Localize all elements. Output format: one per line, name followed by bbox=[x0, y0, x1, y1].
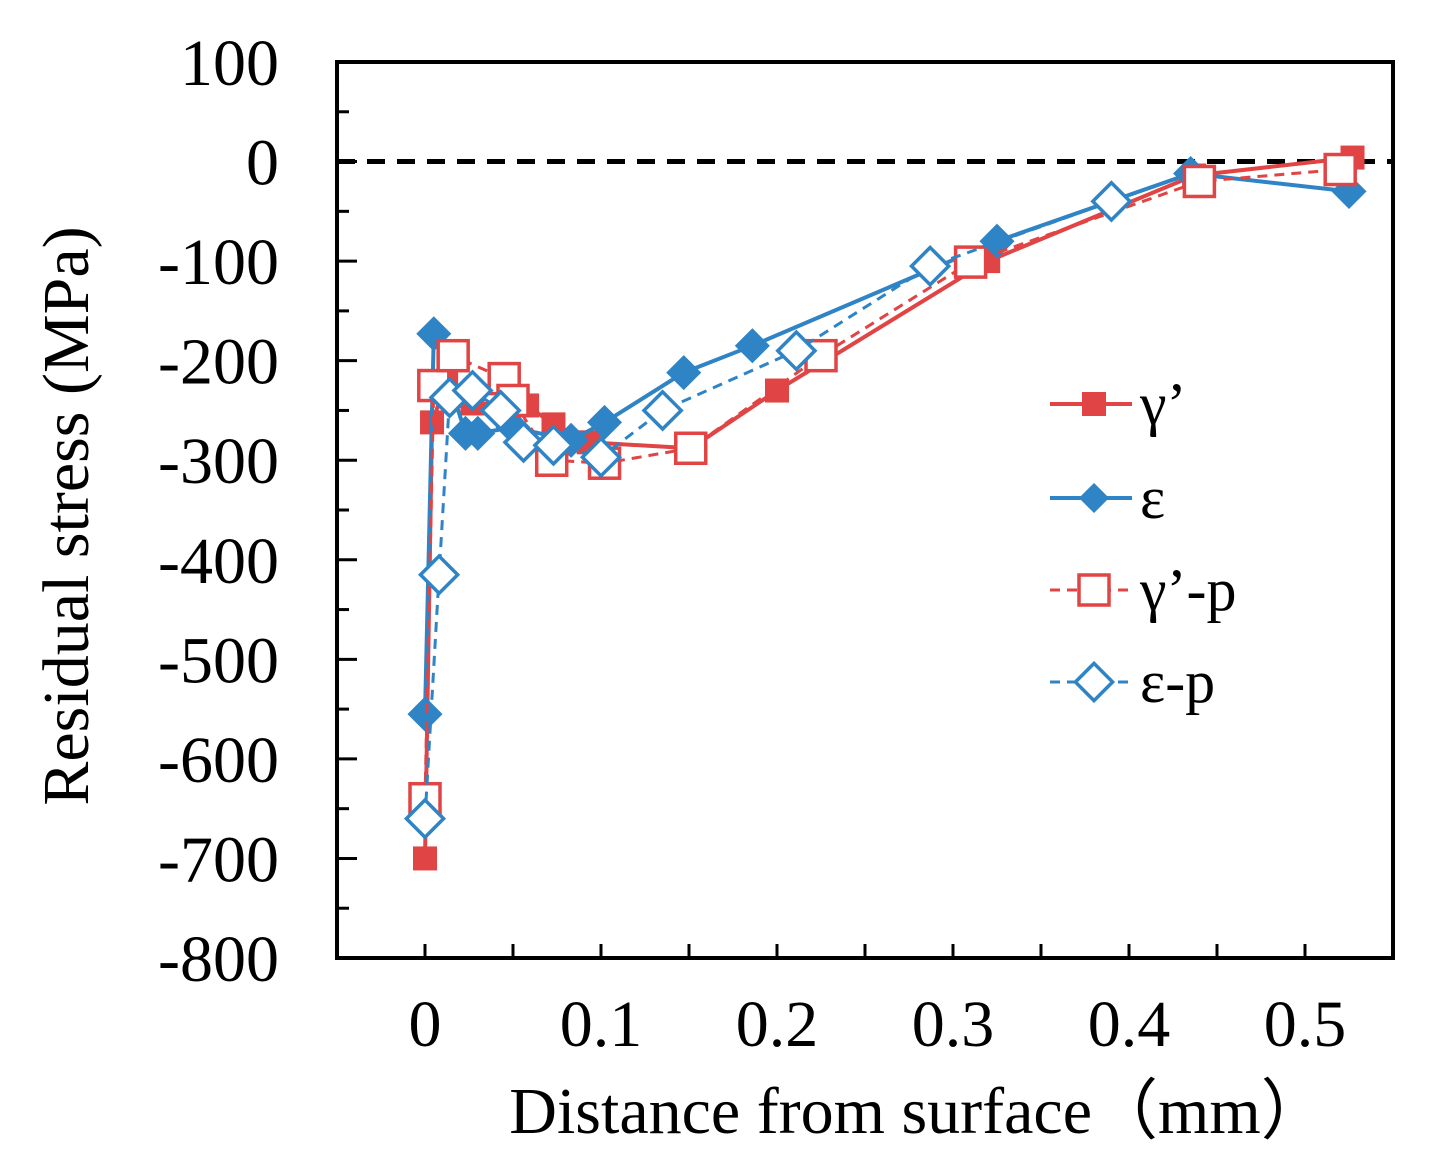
y-tick-label: 100 bbox=[180, 27, 279, 100]
series-4-point bbox=[579, 436, 623, 479]
legend-entry-2: ε bbox=[1050, 465, 1165, 531]
series-4-point bbox=[641, 389, 684, 432]
series-2-point bbox=[979, 223, 1015, 259]
y-tick-label: 0 bbox=[246, 127, 279, 200]
legend-marker bbox=[1078, 482, 1110, 514]
y-tick-label: -400 bbox=[158, 525, 279, 598]
plot-background bbox=[337, 62, 1393, 958]
series-4-point bbox=[403, 797, 447, 840]
series-3-point bbox=[1182, 164, 1217, 199]
legend-marker bbox=[1072, 660, 1116, 704]
legend: γ’ ε γ’-p ε-p bbox=[1050, 371, 1236, 715]
series-1-point bbox=[413, 846, 437, 871]
legend-entry-4: ε-p bbox=[1050, 649, 1215, 715]
series-2-point bbox=[586, 404, 623, 440]
series-3-point bbox=[674, 431, 708, 466]
x-axis-title: Distance from surface（mm） bbox=[509, 1075, 1326, 1148]
series-3-point bbox=[436, 338, 470, 373]
y-tick-label: -500 bbox=[158, 624, 279, 697]
series-4-point bbox=[479, 389, 522, 432]
legend-label: γ’ bbox=[1139, 371, 1187, 437]
series-4-point bbox=[418, 553, 461, 596]
series-4-point bbox=[502, 421, 545, 464]
y-tick-label: -200 bbox=[158, 326, 279, 399]
series-2-line bbox=[423, 171, 1350, 715]
axes-layer: 100 0 -100 -200 -300 -400 -500 -600 -700 -800 0 0.1… bbox=[158, 27, 1395, 1061]
series-4 bbox=[403, 180, 1133, 840]
y-tick-label: -100 bbox=[158, 226, 279, 299]
series-4-point bbox=[775, 329, 818, 372]
legend-marker bbox=[1082, 392, 1106, 416]
series-4-point bbox=[532, 424, 575, 467]
legend-entry-3: γ’-p bbox=[1050, 557, 1236, 623]
series-2-point bbox=[734, 328, 770, 364]
x-tick-label: 0.2 bbox=[736, 988, 819, 1061]
series-3-point bbox=[953, 245, 988, 279]
legend-entry-1: γ’ bbox=[1050, 371, 1187, 437]
series-3-point bbox=[1323, 152, 1357, 187]
y-axis-title: Residual stress (MPa) bbox=[30, 226, 103, 805]
y-tick-label: -600 bbox=[158, 724, 279, 797]
y-tick-label: -800 bbox=[158, 923, 279, 996]
series-2-point bbox=[666, 355, 702, 391]
series-4-point bbox=[451, 369, 494, 412]
x-tick-label: 0.1 bbox=[560, 988, 643, 1061]
plot-area bbox=[337, 62, 1393, 958]
series-4-point bbox=[909, 245, 952, 288]
y-tick-label: -300 bbox=[158, 425, 279, 498]
x-tick-label: 0 bbox=[409, 988, 442, 1061]
legend-label: ε bbox=[1140, 465, 1165, 531]
series-2-point bbox=[416, 316, 452, 352]
legend-marker bbox=[1077, 573, 1111, 607]
y-tick-label: -700 bbox=[158, 823, 279, 896]
series-4-point bbox=[1090, 180, 1133, 223]
x-tick-label: 0.3 bbox=[912, 988, 995, 1061]
series-1-point bbox=[765, 378, 789, 403]
series-2-point bbox=[460, 415, 496, 451]
x-tick-label: 0.5 bbox=[1264, 988, 1347, 1061]
x-tick-label: 0.4 bbox=[1088, 988, 1171, 1061]
legend-label: ε-p bbox=[1140, 649, 1215, 715]
legend-label: γ’-p bbox=[1139, 557, 1236, 623]
series-layer bbox=[403, 145, 1367, 871]
